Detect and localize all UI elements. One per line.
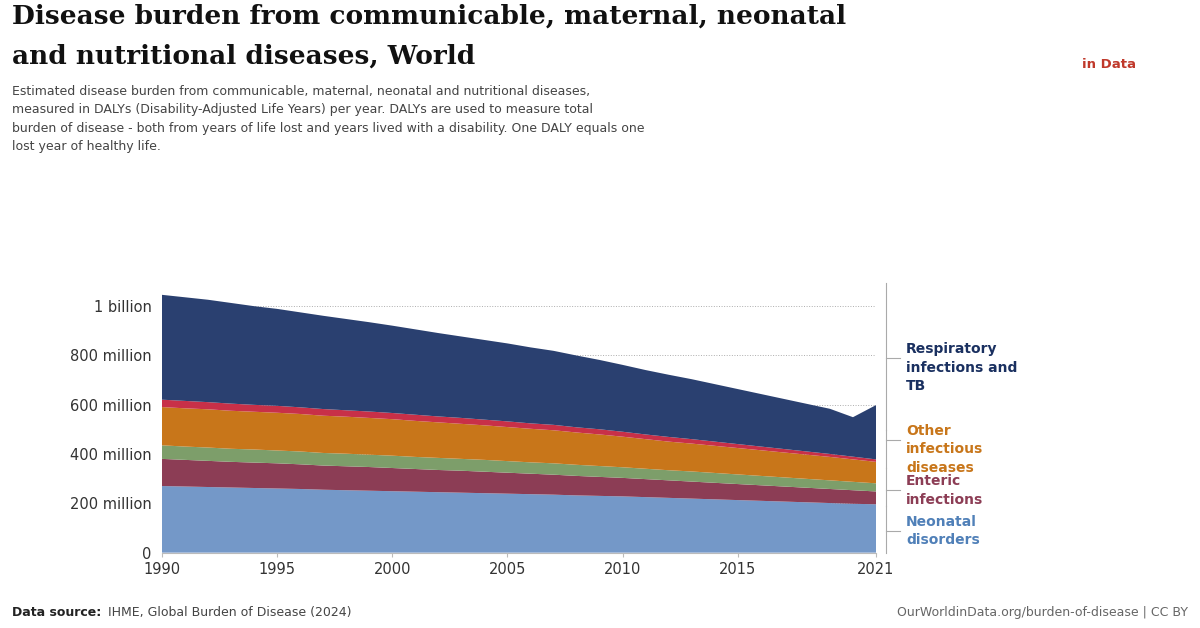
Text: Estimated disease burden from communicable, maternal, neonatal and nutritional d: Estimated disease burden from communicab… <box>12 85 644 153</box>
Text: Data source:: Data source: <box>12 606 101 619</box>
Text: Our World: Our World <box>1072 33 1147 46</box>
Text: Neonatal
disorders: Neonatal disorders <box>906 515 979 548</box>
Text: Other
infectious
diseases: Other infectious diseases <box>906 424 983 475</box>
Text: and nutritional diseases, World: and nutritional diseases, World <box>12 44 475 69</box>
Text: Respiratory
infections and
TB: Respiratory infections and TB <box>906 342 1018 393</box>
Text: in Data: in Data <box>1082 58 1136 71</box>
Text: Enteric
infections: Enteric infections <box>906 474 983 507</box>
Text: Disease burden from communicable, maternal, neonatal: Disease burden from communicable, matern… <box>12 3 846 28</box>
Text: OurWorldinData.org/burden-of-disease | CC BY: OurWorldinData.org/burden-of-disease | C… <box>898 606 1188 619</box>
Text: IHME, Global Burden of Disease (2024): IHME, Global Burden of Disease (2024) <box>108 606 352 619</box>
